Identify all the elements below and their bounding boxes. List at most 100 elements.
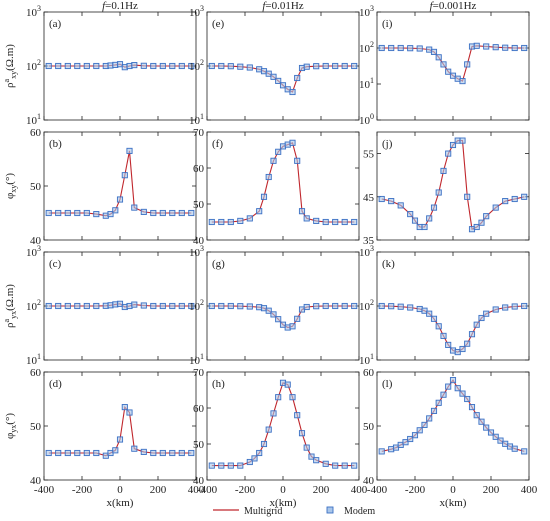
modem-marker	[131, 445, 138, 452]
x-tick-label: -200	[405, 484, 426, 496]
column-title: f=0.1Hz	[102, 0, 138, 12]
y-tick-label: 60	[193, 163, 205, 175]
modem-marker	[150, 302, 157, 310]
modem-marker	[218, 62, 225, 70]
modem-marker	[93, 302, 100, 310]
modem-marker	[313, 303, 320, 310]
modem-marker	[237, 462, 244, 469]
modem-marker	[131, 301, 138, 308]
modem-marker	[294, 315, 301, 322]
modem-marker	[492, 204, 499, 211]
modem-marker	[275, 77, 282, 84]
modem-marker	[303, 215, 310, 222]
modem-marker	[308, 453, 315, 460]
modem-marker	[445, 150, 452, 157]
modem-marker	[237, 217, 244, 224]
modem-marker	[45, 302, 52, 310]
modem-marker	[294, 412, 301, 419]
modem-marker	[208, 218, 215, 226]
x-axis-label: x(km)	[107, 497, 134, 509]
modem-marker	[83, 62, 90, 70]
modem-marker	[275, 148, 282, 155]
modem-marker	[430, 407, 438, 414]
y-tick-label: 101	[359, 76, 374, 91]
modem-marker	[260, 440, 268, 448]
modem-marker	[440, 167, 447, 174]
modem-marker	[218, 218, 225, 226]
modem-marker	[140, 302, 147, 309]
panel-h: 40 50 60 70 -400 -200 0 200 400 x(km) (h)	[193, 367, 368, 509]
modem-marker	[341, 218, 348, 226]
modem-marker	[483, 424, 490, 431]
modem-marker	[313, 457, 320, 464]
modem-marker	[416, 45, 423, 52]
modem-marker	[74, 209, 81, 217]
modem-marker	[511, 445, 518, 452]
modem-marker	[473, 321, 480, 328]
modem-marker	[454, 385, 461, 392]
modem-marker	[468, 331, 476, 338]
modem-marker	[303, 444, 310, 451]
modem-marker	[246, 64, 253, 71]
modem-marker	[426, 415, 433, 422]
modem-marker	[341, 462, 348, 469]
modem-marker	[445, 341, 452, 348]
modem-marker	[407, 211, 414, 218]
y-tick-label: 102	[26, 58, 41, 73]
modem-marker	[218, 462, 225, 469]
legend-marker-swatch	[326, 506, 334, 514]
modem-marker	[126, 147, 133, 154]
y-tick-label: 102	[189, 298, 204, 313]
modem-marker	[265, 307, 272, 314]
y-tick-label: 40	[30, 475, 42, 487]
panel-a: 101 102 103 (a)	[26, 4, 197, 127]
modem-marker	[289, 394, 296, 401]
modem-marker	[421, 421, 428, 428]
modem-marker	[459, 137, 466, 144]
y-tick-label: 103	[359, 4, 374, 19]
x-axis-label: x(km)	[440, 497, 467, 509]
plot-frame	[376, 371, 530, 481]
modem-marker	[322, 460, 329, 467]
panel-label: (i)	[382, 18, 393, 30]
modem-marker	[116, 196, 124, 203]
x-tick-label: -200	[72, 484, 93, 496]
modem-marker	[265, 173, 272, 181]
modem-marker	[83, 209, 90, 217]
modem-marker	[260, 193, 268, 200]
plot-frame	[43, 131, 197, 241]
x-tick-label: -400	[367, 484, 388, 496]
panel-c: 101 102 103 (c)	[26, 244, 197, 367]
modem-marker	[93, 62, 100, 70]
modem-marker	[440, 332, 447, 339]
modem-marker	[270, 311, 277, 318]
modem-marker	[397, 303, 404, 310]
modem-marker	[159, 449, 166, 457]
modem-marker	[303, 63, 310, 70]
y-tick-label: 50	[193, 199, 205, 211]
modem-marker	[322, 302, 329, 310]
modem-marker	[449, 141, 457, 149]
modem-marker	[445, 383, 452, 390]
modem-marker	[402, 439, 409, 446]
modem-marker	[188, 302, 195, 310]
y-tick-label: 55	[363, 149, 375, 161]
panel-i: 100 101 102 103 (i)	[359, 4, 530, 127]
modem-marker	[140, 208, 147, 215]
column-title: f=0.01Hz	[262, 0, 303, 12]
modem-marker	[411, 217, 419, 224]
modem-marker	[378, 302, 385, 310]
column-title: f=0.001Hz	[430, 0, 477, 12]
modem-marker	[502, 198, 509, 205]
modem-marker	[497, 437, 504, 444]
y-tick-label: 40	[193, 235, 205, 247]
modem-marker	[64, 302, 71, 310]
series-multigrid-line	[381, 140, 525, 231]
modem-marker	[74, 449, 81, 457]
modem-marker	[464, 61, 471, 68]
modem-marker	[521, 44, 528, 52]
series-multigrid-line	[48, 150, 192, 217]
x-axis-label: x(km)	[270, 497, 297, 509]
modem-marker	[421, 223, 428, 231]
